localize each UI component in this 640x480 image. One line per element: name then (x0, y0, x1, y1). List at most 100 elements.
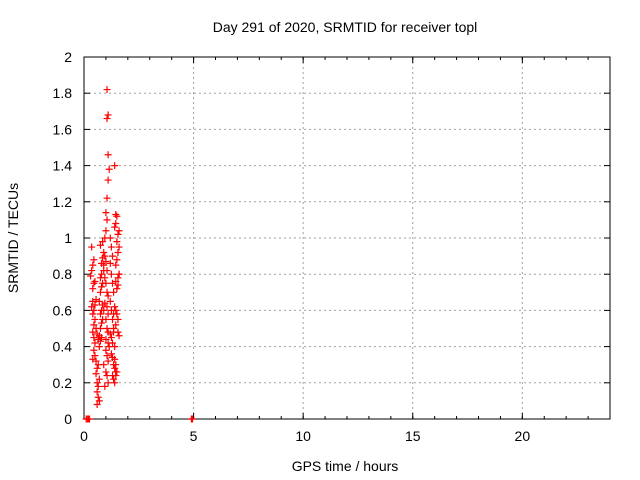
data-point (92, 296, 100, 304)
data-point (90, 334, 98, 342)
data-point (112, 361, 120, 369)
x-tick-label: 0 (80, 428, 88, 444)
data-point (95, 375, 103, 383)
data-point (111, 303, 119, 311)
data-point (115, 227, 123, 235)
data-point (104, 357, 112, 365)
data-point (112, 277, 120, 285)
data-point (102, 209, 110, 217)
data-point (103, 267, 111, 275)
data-point (93, 388, 101, 396)
data-point (90, 306, 98, 314)
data-point (114, 274, 122, 282)
data-point (101, 299, 109, 307)
data-point (95, 297, 103, 305)
data-point (106, 297, 114, 305)
x-axis-label: GPS time / hours (292, 458, 399, 474)
data-point (101, 252, 109, 260)
data-point (100, 261, 108, 269)
data-point (110, 310, 118, 318)
data-point (112, 210, 120, 218)
y-tick-label: 1.6 (53, 121, 73, 137)
grid-lines (84, 57, 610, 419)
data-point (91, 301, 99, 309)
x-tick-label: 15 (405, 428, 421, 444)
data-point (90, 321, 98, 329)
data-point (102, 346, 110, 354)
data-point (93, 379, 101, 387)
data-point (102, 315, 110, 323)
data-point (91, 352, 99, 360)
x-tick-label: 20 (515, 428, 531, 444)
data-point (107, 334, 115, 342)
data-point (112, 261, 120, 269)
y-tick-label: 1 (64, 230, 72, 246)
plot-frame (83, 56, 611, 420)
y-tick-label: 1.4 (53, 158, 73, 174)
data-point (110, 375, 118, 383)
data-point (89, 261, 97, 269)
data-point (96, 288, 104, 296)
y-tick-label: 1.2 (53, 194, 73, 210)
data-point (104, 151, 112, 159)
x-tick-label: 5 (190, 428, 198, 444)
data-point (98, 283, 106, 291)
data-point (111, 355, 119, 363)
y-axis-label: SRMTID / TECUs (5, 183, 21, 293)
data-point (95, 343, 103, 351)
data-point (90, 279, 98, 287)
data-point (102, 258, 110, 266)
data-point (96, 310, 104, 318)
data-point (104, 379, 112, 387)
data-point (99, 238, 107, 246)
data-point (104, 176, 112, 184)
axis-ticks: 0 5 10 15 20 0 0.2 0.4 0.6 0.8 1 1.2 1.4 1.6 1.8 2 (53, 49, 611, 444)
data-point (103, 303, 111, 311)
data-point (111, 379, 119, 387)
data-point (90, 256, 98, 264)
data-point (111, 162, 119, 170)
data-point (115, 332, 123, 340)
data-point (114, 328, 122, 336)
data-point (108, 279, 116, 287)
y-tick-label: 0.8 (53, 266, 73, 282)
y-tick-label: 0.4 (53, 339, 73, 355)
data-point (115, 243, 123, 251)
data-point (103, 86, 111, 94)
data-point (96, 325, 104, 332)
data-point (111, 343, 119, 351)
data-point (188, 415, 196, 423)
data-point (88, 243, 96, 251)
data-point (114, 230, 122, 238)
data-point (101, 382, 109, 390)
data-point (103, 325, 111, 332)
data-point (92, 370, 100, 378)
data-point (113, 368, 121, 376)
data-point (113, 238, 121, 246)
x-tick-label: 10 (295, 428, 311, 444)
data-point (115, 270, 123, 278)
data-point (103, 115, 111, 123)
data-point (107, 350, 115, 358)
data-point (96, 337, 104, 345)
data-point (96, 241, 104, 249)
data-point (113, 285, 121, 293)
y-tick-label: 0 (64, 411, 72, 427)
data-point (102, 279, 110, 287)
data-point (106, 234, 114, 242)
data-point (89, 285, 97, 293)
data-point (103, 194, 111, 202)
data-point (100, 306, 108, 314)
data-point (112, 372, 120, 380)
data-point (98, 270, 106, 278)
data-point (112, 220, 120, 228)
data-point (98, 334, 106, 342)
data-point (104, 111, 112, 119)
data-point (90, 346, 98, 354)
data-point (107, 243, 115, 251)
data-point (89, 310, 97, 318)
data-points (82, 86, 196, 423)
data-point (93, 401, 101, 409)
data-point (94, 393, 102, 401)
